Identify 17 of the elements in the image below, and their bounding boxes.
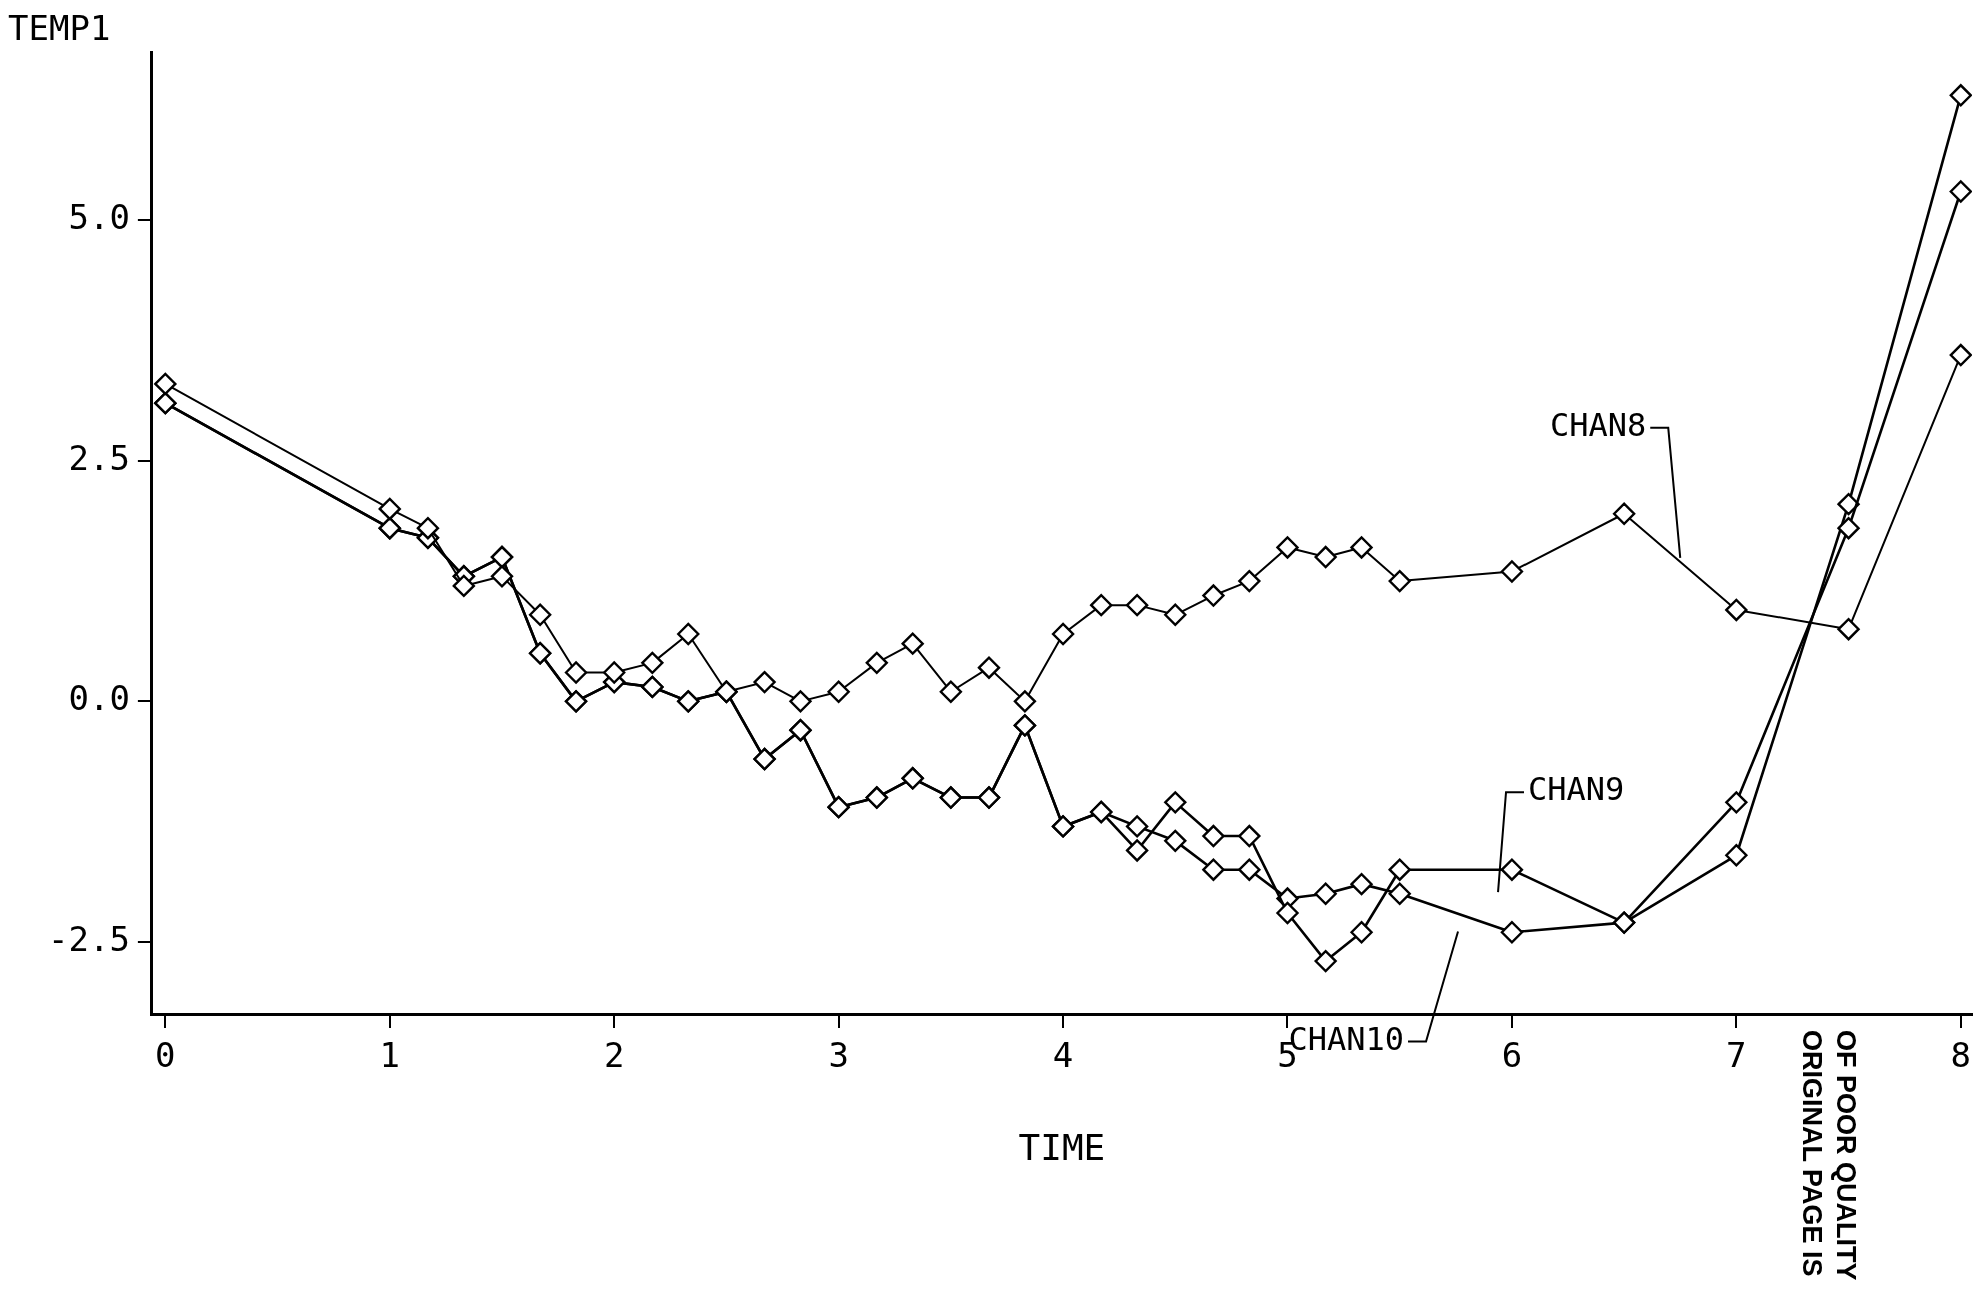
x-tick-label: 1 [379,1035,401,1076]
text: ORIGINAL PAGE IS OF POOR QUALITY [1796,1030,1862,1283]
x-tick-label: 2 [603,1035,625,1076]
y-tick-label: -2.5 [47,918,130,959]
series-label: CHAN9 [1528,770,1625,809]
x-axis-title: TIME [1018,1126,1106,1168]
y-tick-label: 0.0 [68,678,130,719]
x-tick-label: 7 [1726,1035,1747,1076]
y-tick-label: 5.0 [68,197,130,238]
x-tick-label: 6 [1501,1035,1523,1076]
y-axis-title: TEMP1 [8,7,111,48]
x-tick-label: 4 [1052,1035,1074,1076]
series-label: CHAN8 [1549,406,1647,445]
x-tick-label: 0 [155,1035,176,1076]
x-tick-label: 3 [828,1035,849,1076]
y-tick-label: 2.5 [68,437,130,478]
x-tick-label: 8 [1950,1035,1972,1076]
